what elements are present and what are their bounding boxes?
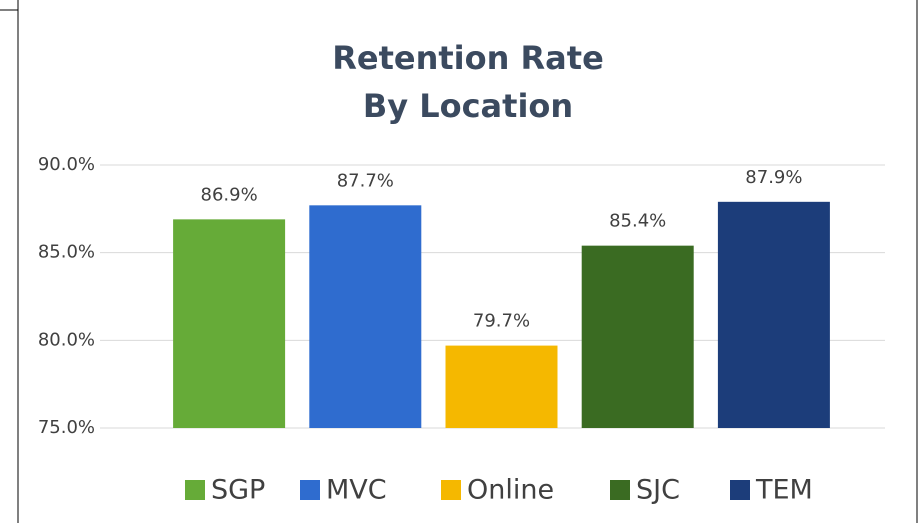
legend-label: SGP — [211, 475, 265, 506]
bar — [581, 245, 694, 428]
legend-label: TEM — [755, 475, 813, 506]
legend-label: SJC — [636, 475, 680, 506]
bar — [309, 205, 422, 428]
y-tick-label: 75.0% — [38, 417, 95, 438]
legend-swatch — [300, 480, 320, 500]
chart-subtitle: By Location — [363, 87, 573, 125]
bar — [445, 345, 558, 428]
legend-swatch — [441, 480, 461, 500]
bar — [717, 201, 830, 428]
y-tick-label: 80.0% — [38, 329, 95, 350]
legend-swatch — [185, 480, 205, 500]
value-label: 79.7% — [473, 311, 530, 332]
legend-swatch — [610, 480, 630, 500]
value-label: 87.9% — [745, 167, 802, 188]
y-tick-label: 90.0% — [38, 154, 95, 175]
legend-label: Online — [467, 475, 554, 506]
value-label: 85.4% — [609, 211, 666, 232]
legend-label: MVC — [326, 475, 387, 506]
value-label: 86.9% — [201, 184, 258, 205]
bar — [173, 219, 286, 428]
chart-title: Retention Rate — [332, 39, 604, 77]
legend-swatch — [730, 480, 750, 500]
value-label: 87.7% — [337, 170, 394, 191]
y-tick-label: 85.0% — [38, 242, 95, 263]
